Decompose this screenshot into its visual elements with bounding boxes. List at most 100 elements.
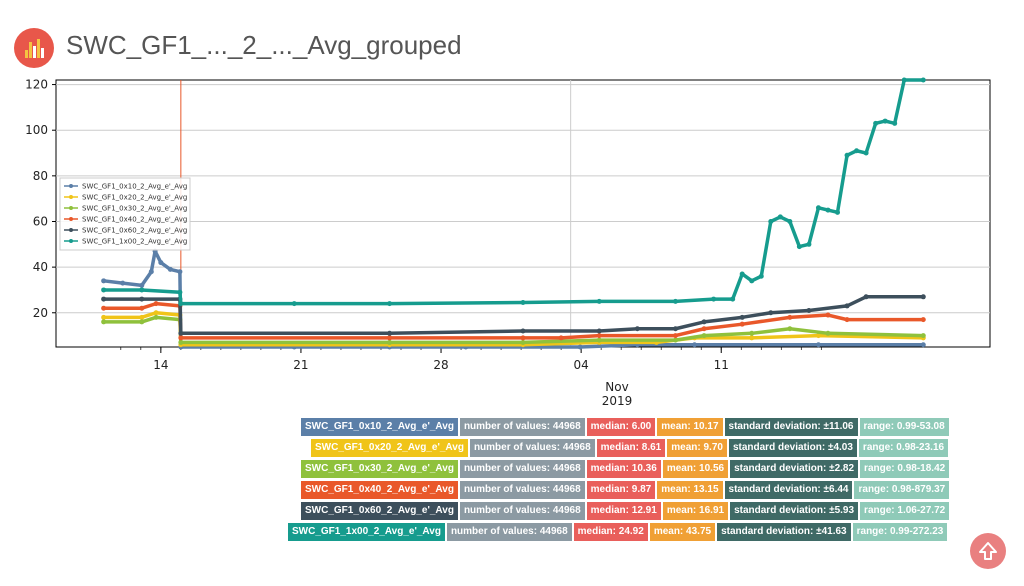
series-point	[178, 330, 184, 336]
stats-range: range: 0.98-879.37	[854, 481, 950, 499]
series-point	[701, 319, 707, 325]
page-title: SWC_GF1_..._2_..._Avg_grouped	[66, 30, 462, 60]
series-point	[768, 310, 774, 316]
y-tick-label: 100	[25, 123, 48, 137]
scroll-up-button[interactable]	[970, 533, 1006, 569]
series-point	[815, 333, 821, 339]
series-point	[672, 298, 678, 304]
series-point	[768, 218, 774, 224]
series-point	[730, 296, 736, 302]
stats-count: number of values: 44968	[459, 481, 585, 499]
series-point	[177, 289, 183, 295]
series-point	[920, 77, 926, 83]
series-point	[892, 120, 898, 126]
series-point	[815, 205, 821, 211]
series-point	[920, 294, 926, 300]
series-point	[158, 260, 164, 266]
series-point	[577, 344, 583, 350]
series-point	[153, 301, 159, 307]
stats-std: standard deviation: ±11.06	[724, 418, 858, 436]
series-point	[882, 118, 888, 124]
x-tick-label: 28	[433, 358, 448, 372]
series-point	[672, 326, 678, 332]
stats-median: median: 12.91	[586, 502, 661, 520]
series-point	[520, 328, 526, 334]
series-point	[873, 120, 879, 126]
stats-series-name: SWC_GF1_0x30_2_Avg_e'_Avg	[301, 460, 458, 478]
series-point	[701, 333, 707, 339]
legend-box	[59, 177, 191, 251]
legend-entry: SWC_GF1_0x40_2_Avg_e'_Avg	[82, 216, 187, 224]
series-point	[863, 150, 869, 156]
plot-area	[55, 79, 991, 348]
stats-row: SWC_GF1_0x20_2_Avg_e'_Avg number of value…	[311, 439, 949, 457]
legend-marker	[69, 217, 73, 221]
stats-mean: mean: 16.91	[662, 502, 729, 520]
series-point	[692, 342, 698, 348]
stats-row: SWC_GF1_0x60_2_Avg_e'_Avg number of value…	[301, 502, 950, 520]
stats-median: median: 24.92	[573, 523, 648, 541]
series-point	[825, 207, 831, 213]
x-axis-month-label: Nov 2019	[0, 380, 1024, 408]
stats-count: number of values: 44968	[469, 439, 595, 457]
stats-std: standard deviation: ±4.03	[728, 439, 857, 457]
series-point	[854, 148, 860, 154]
series-point	[148, 269, 154, 275]
series-line	[103, 301, 924, 340]
stats-series-name: SWC_GF1_0x60_2_Avg_e'_Avg	[301, 502, 458, 520]
series-point	[596, 328, 602, 334]
series-point	[749, 330, 755, 336]
series-point	[739, 314, 745, 320]
stats-range: range: 0.99-53.08	[859, 418, 949, 436]
series-point	[596, 298, 602, 304]
series-line	[103, 78, 924, 306]
stats-row: SWC_GF1_0x40_2_Avg_e'_Avg number of value…	[301, 481, 950, 499]
y-tick-label: 20	[33, 306, 48, 320]
stats-median: median: 6.00	[586, 418, 656, 436]
series-point	[787, 314, 793, 320]
series-point	[153, 310, 159, 316]
series-point	[139, 296, 145, 302]
x-tick-label: 21	[293, 358, 308, 372]
stats-std: standard deviation: ±6.44	[724, 481, 853, 499]
stats-range: range: 0.98-23.16	[858, 439, 949, 457]
legend-marker	[69, 195, 73, 199]
series-point	[901, 77, 907, 83]
series-point	[806, 307, 812, 313]
y-tick-label: 40	[33, 260, 48, 274]
series-point	[120, 280, 126, 286]
series-point	[844, 317, 850, 323]
stats-series-name: SWC_GF1_0x10_2_Avg_e'_Avg	[301, 418, 458, 436]
series-point	[387, 330, 393, 336]
series-point	[101, 287, 107, 293]
series-point	[291, 301, 297, 307]
x-tick-label: 14	[153, 358, 168, 372]
series-point	[825, 312, 831, 318]
series-point	[178, 301, 184, 307]
stats-std: standard deviation: ±2.82	[730, 460, 859, 478]
series-point	[101, 278, 107, 284]
stats-count: number of values: 44968	[459, 502, 585, 520]
series-point	[153, 314, 159, 320]
series-point	[920, 333, 926, 339]
y-tick-label: 80	[33, 169, 48, 183]
series-point	[835, 209, 841, 215]
series-point	[672, 333, 678, 339]
series-point	[558, 335, 564, 341]
stats-range: range: 0.99-272.23	[852, 523, 948, 541]
series-point	[701, 326, 707, 332]
stats-series-name: SWC_GF1_1x00_2_Avg_e'_Avg	[288, 523, 445, 541]
legend-entry: SWC_GF1_0x30_2_Avg_e'_Avg	[82, 205, 187, 213]
series-point	[596, 333, 602, 339]
stats-mean: mean: 13.15	[657, 481, 723, 499]
legend-marker	[69, 206, 73, 210]
series-point	[177, 269, 183, 275]
series-point	[758, 273, 764, 279]
legend-entry: SWC_GF1_1x00_2_Avg_e'_Avg	[82, 238, 187, 246]
stats-count: number of values: 44968	[459, 418, 585, 436]
y-tick-label: 60	[33, 214, 48, 228]
series-point	[863, 294, 869, 300]
stats-range: range: 1.06-27.72	[860, 502, 950, 520]
series-point	[844, 152, 850, 158]
series-point	[139, 287, 145, 293]
